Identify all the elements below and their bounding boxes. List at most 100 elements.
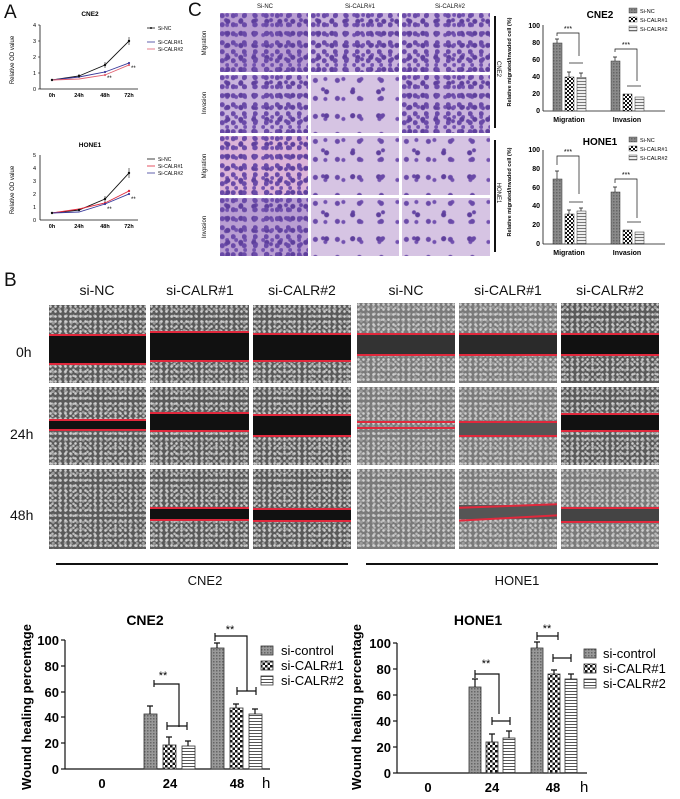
svg-text:Invasion: Invasion [613,117,641,124]
group-label: HONE1 [494,573,540,588]
chart-title: HONE1 [583,137,618,148]
wound-image-hone1-48h-calr1 [458,468,558,550]
y-axis-label: Relative OD value [10,165,16,214]
line-chart-hone1: HONE1 Relative OD value 0 1 2 3 4 5 0h 2… [10,142,183,230]
chart-title: HONE1 [79,142,102,149]
column-header: Si-NC [257,4,273,10]
wound-image-cne2-0h-calr1 [149,304,250,384]
svg-text:Migration: Migration [553,250,585,257]
group-label: HONE1 [495,182,501,204]
column-header: si-CALR#2 [576,282,644,298]
svg-text:si-CALR#2: si-CALR#2 [281,673,344,688]
bar-chart-cne2-migration: CNE2 Relative migrated/invaded cell (%) … [507,7,668,124]
svg-text:20: 20 [532,222,540,229]
group-label: CNE2 [495,60,501,77]
svg-text:0: 0 [536,108,540,115]
svg-text:0h: 0h [49,93,56,99]
svg-text:2: 2 [33,55,36,61]
legend: Si-NC Si-CALR#1 Si-CALR#2 [628,7,668,33]
micrograph-hone1-migration-si-nc [219,135,309,196]
row-label: 24h [10,426,34,442]
wound-image-hone1-24h-calr2 [560,386,660,466]
svg-text:60: 60 [532,185,540,192]
svg-text:1: 1 [33,205,36,211]
svg-text:0: 0 [98,776,105,791]
wound-image-hone1-0h-calr1 [458,302,558,384]
significance-marker: ** [107,207,112,213]
column-header: si-CALR#2 [268,282,336,298]
svg-text:si-control: si-control [281,643,334,658]
svg-text:Migration: Migration [553,117,585,124]
svg-text:20: 20 [532,91,540,98]
svg-text:0: 0 [384,766,391,781]
svg-text:Si-CALR#1: Si-CALR#1 [158,164,183,170]
wound-chart-cne2: CNE2 Wound healing percentage 0 20 40 60… [19,612,344,792]
micrograph-hone1-migration-calr1 [310,135,400,196]
column-header: si-NC [388,282,424,298]
significance-marker: *** [622,172,630,179]
chart-title: CNE2 [126,612,164,628]
svg-text:80: 80 [532,40,540,47]
svg-text:si-control: si-control [603,646,656,661]
wound-image-cne2-24h-si-nc [48,386,147,466]
legend: si-control si-CALR#1 si-CALR#2 [583,646,666,691]
column-header: si-NC [79,282,115,298]
panel-label-b: B [4,270,17,291]
svg-text:60: 60 [532,57,540,64]
svg-text:Si-CALR#1: Si-CALR#1 [640,147,668,153]
svg-text:4: 4 [33,23,36,29]
wound-image-hone1-24h-calr1 [458,386,558,466]
svg-text:24: 24 [163,776,178,791]
svg-text:Si-CALR#2: Si-CALR#2 [158,47,183,53]
significance-marker: ** [226,624,235,636]
row-label: 48h [10,507,34,523]
wound-image-cne2-48h-si-nc [48,468,147,550]
significance-marker: ** [107,76,112,82]
svg-text:si-CALR#1: si-CALR#1 [603,661,666,676]
significance-marker: ** [482,658,491,670]
svg-text:1: 1 [33,71,36,77]
row-label: Migration [202,153,208,179]
wound-image-hone1-48h-calr2 [560,468,660,550]
panel-c-bar-charts: CNE2 Relative migrated/invaded cell (%) … [507,7,668,257]
svg-text:0: 0 [424,780,431,795]
svg-text:4: 4 [33,166,36,172]
group-underline [56,563,348,565]
svg-text:100: 100 [37,633,59,648]
svg-text:Si-CALR#2: Si-CALR#2 [640,27,668,33]
svg-text:100: 100 [528,23,540,30]
significance-marker: *** [564,149,572,156]
y-axis-label: Wound healing percentage [19,624,34,790]
y-axis-label: Relative OD value [10,35,16,84]
significance-marker: ** [543,623,552,635]
svg-text:Si-NC: Si-NC [640,138,655,144]
svg-text:40: 40 [45,710,59,725]
svg-text:80: 80 [45,659,59,674]
svg-text:3: 3 [33,179,36,185]
wound-image-cne2-48h-calr2 [252,468,352,550]
svg-text:72h: 72h [124,224,134,230]
svg-text:5: 5 [33,153,36,159]
micrograph-cne2-invasion-si-nc [219,74,309,134]
svg-text:0: 0 [33,218,36,224]
svg-text:20: 20 [45,736,59,751]
y-axis-label: Relative migrated/invaded cell (%) [507,147,513,236]
row-label: 0h [16,344,32,360]
chart-title: CNE2 [587,10,614,21]
micrograph-cne2-invasion-calr2 [401,74,491,134]
legend: Si-NC Si-CALR#1 Si-CALR#2 [147,157,183,177]
chart-title: CNE2 [81,11,99,18]
svg-text:48h: 48h [100,224,110,230]
svg-text:24h: 24h [74,93,84,99]
micrograph-hone1-invasion-calr1 [310,197,400,257]
svg-text:si-CALR#2: si-CALR#2 [603,676,666,691]
svg-text:0: 0 [33,87,36,93]
micrograph-cne2-migration-calr2 [401,12,491,73]
micrograph-cne2-migration-calr1 [310,12,400,73]
significance-marker: *** [622,42,630,49]
panel-label-a: A [4,2,17,23]
svg-text:100: 100 [528,147,540,154]
group-bracket [494,16,496,128]
panel-b-bar-charts: CNE2 Wound healing percentage 0 20 40 60… [19,612,666,796]
svg-text:100: 100 [369,636,391,651]
